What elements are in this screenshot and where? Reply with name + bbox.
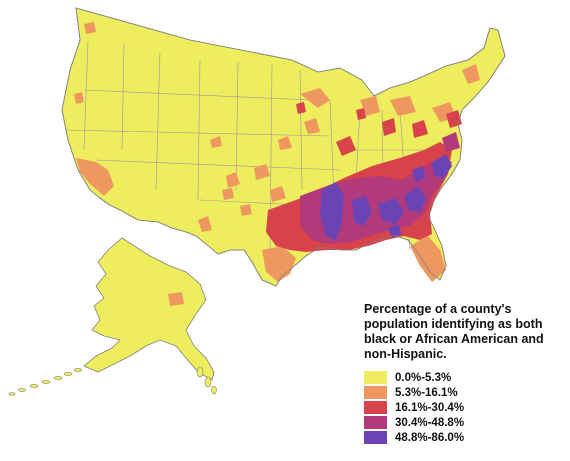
class-2-areas <box>74 22 480 306</box>
aleutian-islands <box>8 368 83 396</box>
legend-title-line: Percentage of a county's <box>364 302 512 316</box>
alaska <box>83 237 215 381</box>
legend-swatch <box>364 431 387 444</box>
county-data-layer <box>74 22 480 306</box>
legend-title-line: population identifying as both <box>364 317 543 331</box>
legend-swatch <box>364 401 387 414</box>
legend-row: 0.0%-5.3% <box>364 370 564 385</box>
legend-row: 30.4%-48.8% <box>364 415 564 430</box>
class-5-areas <box>320 154 452 240</box>
legend-title-line: non-Hispanic. <box>364 347 447 361</box>
legend: Percentage of a county's population iden… <box>364 302 564 445</box>
legend-label: 48.8%-86.0% <box>395 431 465 444</box>
legend-title: Percentage of a county's population iden… <box>364 302 564 362</box>
legend-label: 30.4%-48.8% <box>395 416 465 429</box>
legend-swatch <box>364 416 387 429</box>
legend-swatch <box>364 386 387 399</box>
alaska-panhandle-islands <box>196 366 217 395</box>
coastline <box>61 7 506 287</box>
legend-row: 16.1%-30.4% <box>364 400 564 415</box>
legend-row: 48.8%-86.0% <box>364 430 564 445</box>
legend-label: 5.3%-16.1% <box>395 386 458 399</box>
legend-label: 16.1%-30.4% <box>395 401 465 414</box>
legend-swatch <box>364 371 387 384</box>
legend-title-line: black or African American and <box>364 332 544 346</box>
legend-label: 0.0%-5.3% <box>395 371 452 384</box>
legend-row: 5.3%-16.1% <box>364 385 564 400</box>
